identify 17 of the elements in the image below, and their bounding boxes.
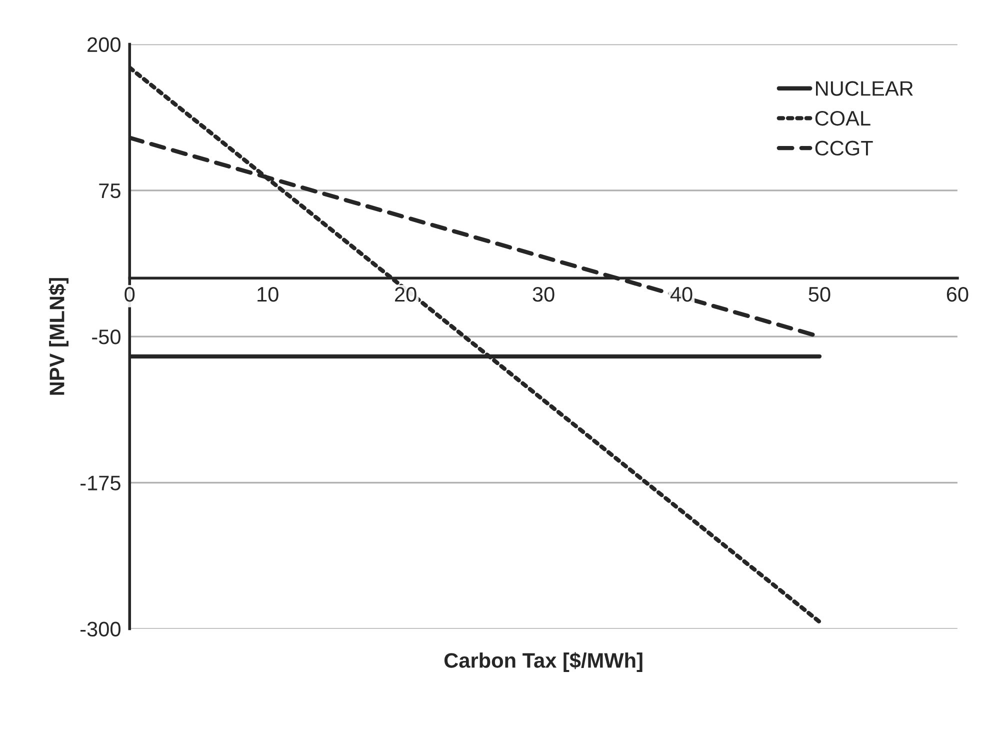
y-tick-label: 200 bbox=[88, 37, 120, 52]
x-tick-label: 20 bbox=[395, 286, 416, 302]
x-tick-label: 40 bbox=[670, 286, 692, 302]
y-tick-label: 75 bbox=[99, 184, 120, 198]
x-axis-title: Carbon Tax [$/MWh] bbox=[444, 652, 642, 672]
x-tick-label: 10 bbox=[258, 286, 278, 302]
y-axis-title: NPV [MLN$] bbox=[48, 278, 68, 395]
legend-label: CCGT bbox=[815, 140, 873, 156]
x-tick-label: 50 bbox=[808, 286, 830, 302]
x-tick-label: 30 bbox=[532, 286, 554, 302]
y-tick-label: -50 bbox=[92, 330, 120, 344]
x-tick-label: 60 bbox=[946, 286, 968, 302]
y-tick-label: -300 bbox=[80, 622, 120, 637]
legend-label: NUCLEAR bbox=[816, 81, 913, 96]
legend-label: COAL bbox=[815, 110, 870, 126]
y-tick-label: -175 bbox=[80, 476, 120, 490]
x-tick-label: 0 bbox=[124, 286, 135, 302]
